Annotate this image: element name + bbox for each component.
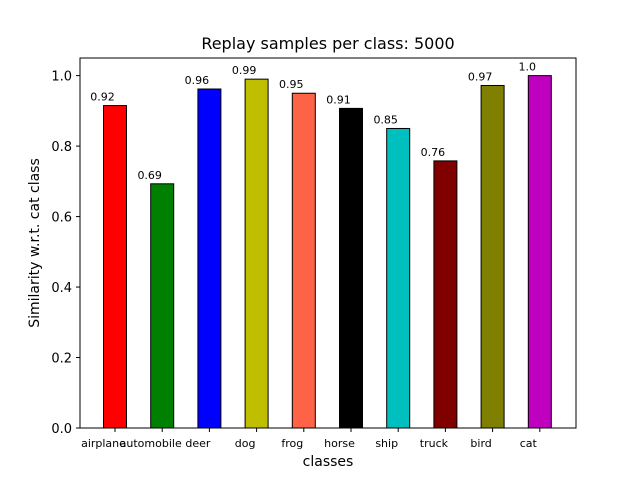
- chart-title: Replay samples per class: 5000: [201, 34, 454, 53]
- data-label-dog: 0.99: [232, 64, 257, 77]
- data-label-frog: 0.95: [279, 78, 304, 91]
- bars-layer: [103, 75, 552, 429]
- y-tick-label-1: 0.2: [51, 352, 72, 367]
- bar-dog: [244, 78, 269, 429]
- x-tick-label-horse: horse: [324, 437, 355, 450]
- bar-horse: [339, 107, 363, 429]
- x-tick-label-frog: frog: [281, 437, 303, 450]
- plot-frame: [79, 57, 577, 429]
- y-tick-label-4: 0.8: [51, 140, 72, 155]
- x-tick-label-airplane: airplane: [81, 437, 126, 450]
- data-label-cat: 1.0: [519, 61, 537, 74]
- x-tick-label-deer: deer: [185, 437, 211, 450]
- bar-ship: [386, 127, 411, 429]
- data-label-horse: 0.91: [326, 93, 351, 106]
- data-label-truck: 0.76: [421, 146, 446, 159]
- bar-airplane: [103, 105, 127, 429]
- data-labels-layer: 0.92 0.69 0.96 0.99 0.95 0.91 0.85 0.76 0.97 1.0: [90, 61, 536, 182]
- x-tick-label-truck: truck: [420, 437, 449, 450]
- bar-automobile: [150, 183, 175, 429]
- y-tick-label-0: 0.0: [51, 422, 72, 437]
- bar-truck: [433, 160, 458, 429]
- data-label-airplane: 0.92: [90, 91, 115, 104]
- y-tick-label-2: 0.4: [51, 281, 72, 296]
- bar-deer: [197, 88, 222, 429]
- x-tick-label-automobile: automobile: [120, 437, 182, 450]
- y-axis: 0.0 0.2 0.4 0.6 0.8 1.0: [51, 70, 80, 437]
- data-label-bird: 0.97: [468, 70, 493, 83]
- x-tick-label-dog: dog: [235, 437, 256, 450]
- data-label-automobile: 0.69: [137, 169, 162, 182]
- x-axis-label: classes: [303, 454, 354, 470]
- data-label-deer: 0.96: [185, 74, 210, 87]
- y-tick-label-5: 1.0: [51, 70, 72, 85]
- bar-frog: [291, 92, 316, 429]
- bar-bird: [480, 84, 505, 429]
- data-label-ship: 0.85: [373, 113, 398, 126]
- x-tick-label-bird: bird: [470, 437, 491, 450]
- x-tick-label-ship: ship: [375, 437, 398, 450]
- bar-cat: [527, 75, 552, 429]
- x-tick-label-cat: cat: [520, 437, 538, 450]
- y-tick-label-3: 0.6: [51, 211, 72, 226]
- y-axis-label: Similarity w.r.t. cat class: [27, 158, 43, 328]
